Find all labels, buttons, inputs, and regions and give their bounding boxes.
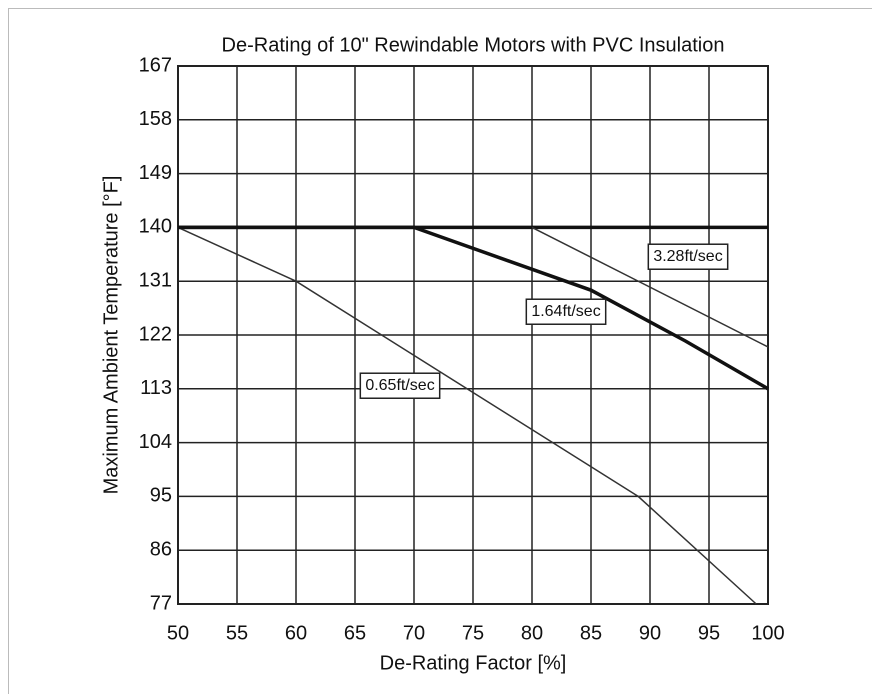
y-axis-label: Maximum Ambient Temperature [°F]: [100, 176, 122, 495]
y-tick-label: 122: [139, 323, 172, 345]
line: [177, 226, 757, 605]
x-tick-label: 50: [167, 622, 189, 644]
y-tick-label: 140: [139, 216, 172, 238]
y-tick-label: 149: [139, 162, 172, 184]
x-tick-label: 85: [580, 622, 602, 644]
y-tick-label: 86: [150, 538, 172, 560]
frame: [8, 8, 872, 694]
y-tick-label: 77: [150, 592, 172, 614]
series-label: 3.28ft/sec: [653, 248, 722, 265]
x-tick-label: 55: [226, 622, 248, 644]
x-tick-label: 65: [344, 622, 366, 644]
line: [531, 226, 769, 348]
line: [178, 225, 769, 391]
chart-title: De-Rating of 10" Rewindable Motors with …: [222, 34, 725, 56]
y-tick-label: 158: [139, 108, 172, 130]
y-tick-label: 95: [150, 485, 172, 507]
label-box: [647, 243, 729, 270]
y-tick-label: 104: [139, 431, 172, 453]
x-tick-label: 70: [403, 622, 425, 644]
x-tick-label: 75: [462, 622, 484, 644]
x-tick-label: 95: [698, 622, 720, 644]
label-box: [525, 298, 607, 325]
y-tick-label: 113: [140, 377, 172, 399]
series-label: 0.65ft/sec: [365, 377, 434, 394]
x-tick-label: 80: [521, 622, 543, 644]
label-box: [359, 372, 441, 399]
x-tick-label: 100: [751, 622, 784, 644]
x-tick-label: 90: [639, 622, 661, 644]
x-axis-label: De-Rating Factor [%]: [380, 652, 567, 674]
x-tick-label: 60: [285, 622, 307, 644]
y-tick-label: 167: [139, 54, 172, 76]
series-label: 1.64ft/sec: [531, 303, 600, 320]
y-tick-label: 131: [139, 269, 172, 291]
